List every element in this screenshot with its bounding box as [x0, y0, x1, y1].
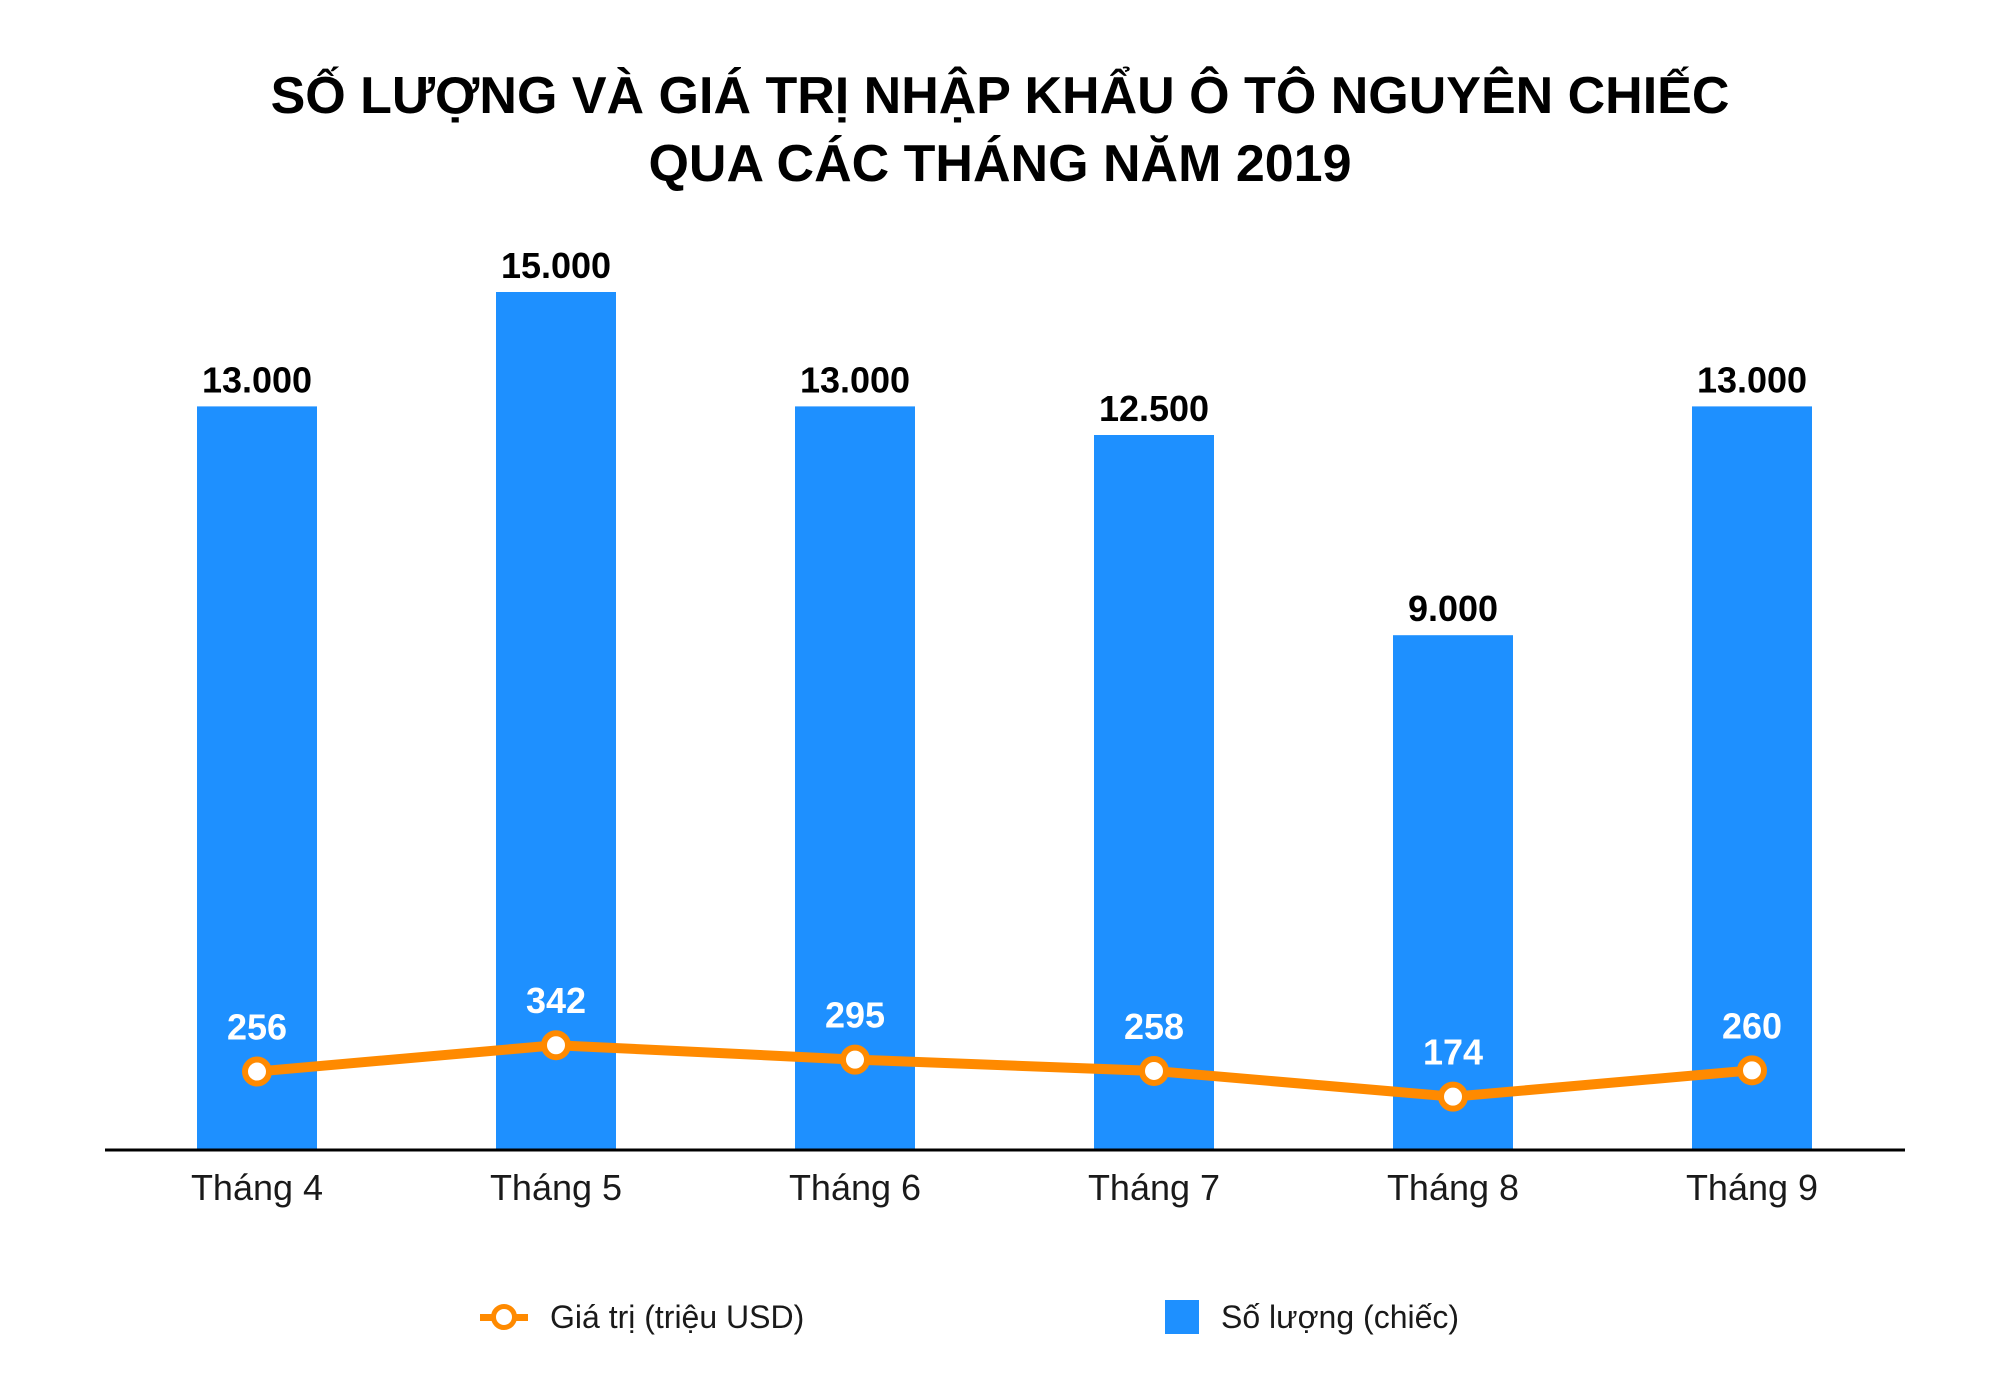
legend-line-label: Giá trị (triệu USD) — [550, 1298, 805, 1335]
x-tick-label: Tháng 4 — [191, 1167, 323, 1208]
bar — [1393, 635, 1513, 1150]
bar — [1094, 435, 1214, 1150]
bar — [496, 292, 616, 1150]
bar — [1692, 406, 1812, 1150]
x-tick-label: Tháng 8 — [1387, 1167, 1519, 1208]
x-tick-label: Tháng 5 — [490, 1167, 622, 1208]
x-tick-label: Tháng 9 — [1686, 1167, 1818, 1208]
line-series — [252, 1040, 1757, 1102]
x-tick-label: Tháng 7 — [1088, 1167, 1220, 1208]
x-tick-label: Tháng 6 — [789, 1167, 921, 1208]
line-value-label: 342 — [526, 980, 586, 1021]
bar-value-label: 15.000 — [501, 245, 611, 286]
line-point — [242, 1056, 272, 1087]
line-point — [1438, 1081, 1468, 1112]
line-point — [541, 1030, 571, 1061]
line-value-label: 295 — [825, 995, 885, 1036]
legend-bar-label: Số lượng (chiếc) — [1221, 1298, 1460, 1335]
line-value-label: 256 — [227, 1007, 287, 1048]
bar-value-label: 9.000 — [1408, 588, 1498, 629]
legend-line-marker-icon — [480, 1295, 528, 1339]
bar — [197, 406, 317, 1150]
line-point — [840, 1044, 870, 1075]
legend-item-line: Giá trị (triệu USD) — [480, 1295, 804, 1339]
bar-value-label: 13.000 — [800, 359, 910, 400]
bar-value-label: 13.000 — [202, 359, 312, 400]
line-value-label: 258 — [1124, 1006, 1184, 1047]
bar-value-label: 12.500 — [1099, 388, 1209, 429]
chart-title-line-2: QUA CÁC THÁNG NĂM 2019 — [648, 135, 1352, 193]
line-value-label: 174 — [1423, 1032, 1483, 1073]
chart-title-line-1: SỐ LƯỢNG VÀ GIÁ TRỊ NHẬP KHẨU Ô TÔ NGUYÊ… — [270, 67, 1730, 125]
bar-value-label: 13.000 — [1697, 359, 1807, 400]
legend-item-bar: Số lượng (chiếc) — [1165, 1295, 1459, 1339]
line-point — [1139, 1055, 1169, 1086]
line-value-label: 260 — [1722, 1005, 1782, 1046]
chart-title: SỐ LƯỢNG VÀ GIÁ TRỊ NHẬP KHẨU Ô TÔ NGUYÊ… — [0, 62, 2000, 198]
bar — [795, 406, 915, 1150]
legend-bar-swatch-icon — [1165, 1300, 1199, 1334]
line-point — [1737, 1055, 1767, 1086]
